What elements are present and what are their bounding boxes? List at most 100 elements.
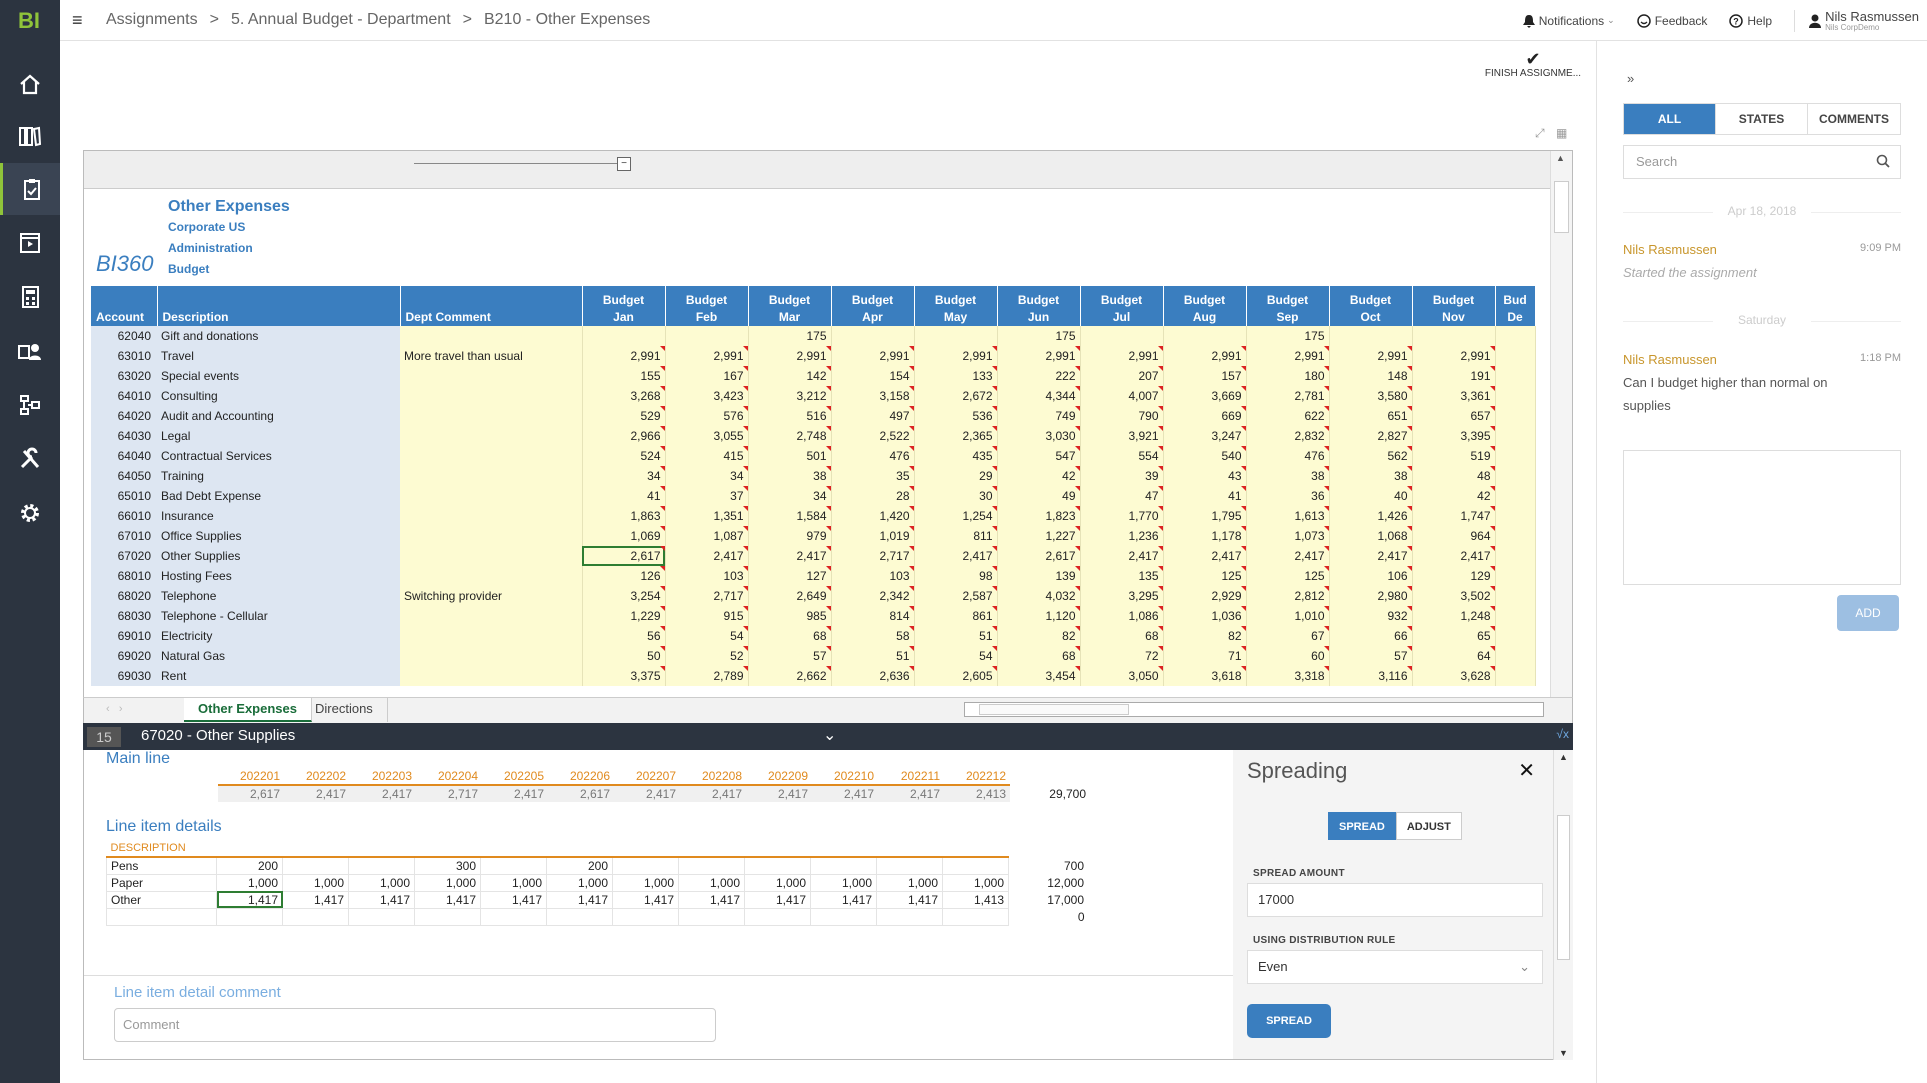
spread-button[interactable]: SPREAD xyxy=(1247,1004,1331,1038)
tab-all[interactable]: ALL xyxy=(1624,104,1716,134)
menu-icon[interactable]: ≡ xyxy=(72,10,83,30)
line-item-value[interactable]: 1,417 xyxy=(744,890,811,909)
dept-comment-cell[interactable] xyxy=(400,486,583,506)
budget-cell[interactable]: 2,991 xyxy=(748,346,832,366)
budget-cell[interactable]: 576 xyxy=(665,406,749,426)
close-icon[interactable]: ✕ xyxy=(1518,760,1535,782)
budget-cell[interactable] xyxy=(914,326,998,346)
budget-cell[interactable]: 29 xyxy=(914,466,998,486)
budget-cell[interactable]: 547 xyxy=(997,446,1081,466)
budget-cell[interactable]: 3,921 xyxy=(1080,426,1164,446)
budget-cell[interactable]: 2,662 xyxy=(748,666,832,686)
budget-cell[interactable]: 57 xyxy=(1329,646,1413,666)
budget-cell[interactable]: 2,417 xyxy=(1080,546,1164,566)
spreading-scroll-thumb[interactable] xyxy=(1557,815,1570,960)
budget-cell[interactable]: 64 xyxy=(1412,646,1496,666)
vertical-scrollbar[interactable]: ▲▼ xyxy=(1550,151,1572,724)
budget-cell[interactable]: 1,823 xyxy=(997,506,1081,526)
budget-cell[interactable]: 3,212 xyxy=(748,386,832,406)
budget-cell[interactable]: 2,789 xyxy=(665,666,749,686)
budget-cell[interactable] xyxy=(1495,466,1536,486)
budget-cell[interactable]: 2,649 xyxy=(748,586,832,606)
line-item-value[interactable] xyxy=(942,907,1009,926)
budget-cell[interactable]: 3,423 xyxy=(665,386,749,406)
budget-cell[interactable]: 57 xyxy=(748,646,832,666)
dept-comment-cell[interactable] xyxy=(400,666,583,686)
budget-cell[interactable]: 2,672 xyxy=(914,386,998,406)
line-item-value[interactable]: 1,417 xyxy=(348,890,415,909)
line-item-value[interactable] xyxy=(348,907,415,926)
budget-cell[interactable] xyxy=(1495,586,1536,606)
budget-cell[interactable]: 501 xyxy=(748,446,832,466)
budget-cell[interactable]: 3,580 xyxy=(1329,386,1413,406)
budget-cell[interactable]: 2,717 xyxy=(665,586,749,606)
budget-cell[interactable]: 3,375 xyxy=(582,666,666,686)
budget-cell[interactable]: 3,050 xyxy=(1080,666,1164,686)
dept-comment-cell[interactable] xyxy=(400,606,583,626)
budget-cell[interactable] xyxy=(1495,486,1536,506)
line-item-value[interactable]: 200 xyxy=(546,856,613,875)
dept-comment-cell[interactable] xyxy=(400,646,583,666)
budget-cell[interactable]: 2,980 xyxy=(1329,586,1413,606)
budget-cell[interactable]: 157 xyxy=(1163,366,1247,386)
budget-cell[interactable]: 2,617 xyxy=(582,546,666,566)
budget-cell[interactable]: 2,991 xyxy=(831,346,915,366)
spreading-scrollbar[interactable]: ▲ ▼ xyxy=(1553,750,1573,1060)
budget-cell[interactable]: 207 xyxy=(1080,366,1164,386)
scroll-up-icon[interactable]: ▲ xyxy=(1556,153,1565,163)
budget-cell[interactable]: 82 xyxy=(1163,626,1247,646)
spread-amount-input[interactable]: 17000 xyxy=(1247,883,1543,917)
budget-cell[interactable]: 1,770 xyxy=(1080,506,1164,526)
budget-cell[interactable]: 54 xyxy=(914,646,998,666)
dept-comment-cell[interactable] xyxy=(400,366,583,386)
budget-cell[interactable] xyxy=(1163,326,1247,346)
budget-cell[interactable]: 540 xyxy=(1163,446,1247,466)
line-item-value[interactable]: 1,000 xyxy=(744,873,811,892)
dept-comment-cell[interactable] xyxy=(400,626,583,646)
line-item-value[interactable]: 1,417 xyxy=(414,890,481,909)
budget-cell[interactable]: 1,863 xyxy=(582,506,666,526)
line-item-value[interactable]: 1,000 xyxy=(546,873,613,892)
budget-cell[interactable]: 932 xyxy=(1329,606,1413,626)
budget-cell[interactable]: 180 xyxy=(1246,366,1330,386)
line-item-value[interactable]: 1,000 xyxy=(942,873,1009,892)
budget-cell[interactable]: 3,254 xyxy=(582,586,666,606)
budget-cell[interactable]: 476 xyxy=(1246,446,1330,466)
hscroll-thumb[interactable] xyxy=(979,704,1129,715)
budget-cell[interactable]: 2,812 xyxy=(1246,586,1330,606)
budget-cell[interactable]: 2,832 xyxy=(1246,426,1330,446)
app-logo[interactable]: BI xyxy=(18,8,40,33)
line-item-value[interactable]: 1,000 xyxy=(810,873,877,892)
budget-cell[interactable] xyxy=(1495,446,1536,466)
line-item-value[interactable]: 300 xyxy=(414,856,481,875)
line-item-value[interactable]: 1,417 xyxy=(810,890,877,909)
tab-comments[interactable]: COMMENTS xyxy=(1819,112,1889,126)
budget-cell[interactable]: 1,120 xyxy=(997,606,1081,626)
finish-assignment-button[interactable]: ✔ FINISH ASSIGNME... xyxy=(1478,50,1588,79)
budget-cell[interactable]: 167 xyxy=(665,366,749,386)
budget-cell[interactable]: 861 xyxy=(914,606,998,626)
budget-cell[interactable] xyxy=(582,326,666,346)
line-item-value[interactable] xyxy=(942,856,1009,875)
budget-cell[interactable]: 125 xyxy=(1246,566,1330,586)
line-item-value[interactable] xyxy=(876,907,943,926)
budget-cell[interactable]: 657 xyxy=(1412,406,1496,426)
budget-cell[interactable] xyxy=(1495,346,1536,366)
budget-cell[interactable]: 435 xyxy=(914,446,998,466)
dept-comment-cell[interactable]: Switching provider xyxy=(400,586,583,606)
budget-cell[interactable]: 68 xyxy=(997,646,1081,666)
dept-comment-cell[interactable]: More travel than usual xyxy=(400,346,583,366)
budget-cell[interactable]: 129 xyxy=(1412,566,1496,586)
budget-cell[interactable]: 790 xyxy=(1080,406,1164,426)
line-item-name[interactable]: Paper xyxy=(106,873,217,892)
budget-cell[interactable]: 126 xyxy=(582,566,666,586)
budget-cell[interactable]: 28 xyxy=(831,486,915,506)
budget-cell[interactable]: 915 xyxy=(665,606,749,626)
line-item-value[interactable]: 1,413 xyxy=(942,890,1009,909)
line-item-value[interactable] xyxy=(480,856,547,875)
budget-cell[interactable]: 98 xyxy=(914,566,998,586)
budget-cell[interactable]: 41 xyxy=(1163,486,1247,506)
budget-cell[interactable]: 34 xyxy=(665,466,749,486)
budget-cell[interactable]: 2,991 xyxy=(582,346,666,366)
notifications-menu[interactable]: Notifications ⌄ xyxy=(1522,14,1615,28)
